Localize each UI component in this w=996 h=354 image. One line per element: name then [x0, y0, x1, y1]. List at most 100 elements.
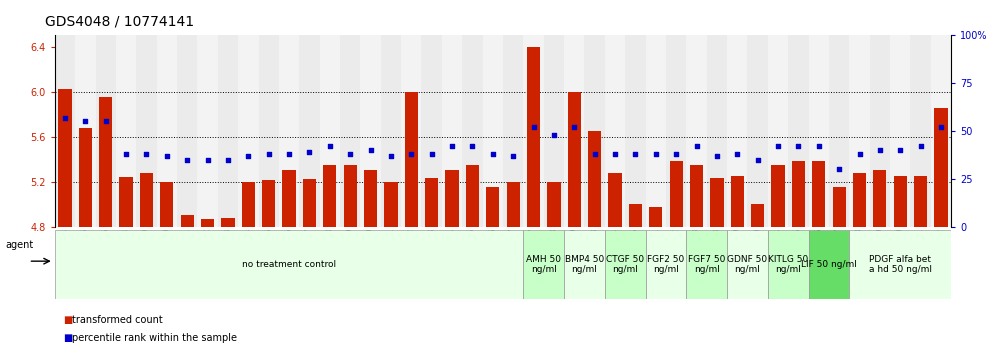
Bar [649, 207, 662, 227]
Bar [79, 127, 92, 227]
Bar [812, 161, 826, 227]
Bar [890, 35, 910, 227]
Bar [136, 35, 156, 227]
Point [444, 143, 460, 149]
Point [526, 124, 542, 130]
Bar [462, 35, 483, 227]
Bar [283, 170, 296, 227]
Bar [829, 35, 850, 227]
Bar [809, 35, 829, 227]
Bar [55, 230, 523, 299]
Bar [299, 35, 320, 227]
Bar [384, 182, 397, 227]
Bar [751, 204, 764, 227]
Bar [605, 230, 645, 299]
Point [78, 119, 94, 124]
Bar [707, 35, 727, 227]
Point [505, 153, 521, 159]
Bar [320, 35, 340, 227]
Bar [628, 204, 642, 227]
Text: CTGF 50
ng/ml: CTGF 50 ng/ml [607, 255, 644, 274]
Bar [727, 230, 768, 299]
Bar [690, 165, 703, 227]
Bar [197, 35, 218, 227]
Point [403, 151, 419, 157]
Bar [747, 35, 768, 227]
Point [729, 151, 745, 157]
Point [281, 151, 297, 157]
Text: ■: ■ [63, 315, 72, 325]
Point [627, 151, 643, 157]
Bar [425, 178, 438, 227]
Point [587, 151, 603, 157]
Bar [850, 230, 951, 299]
Bar [625, 35, 645, 227]
Point [647, 151, 663, 157]
Bar [850, 35, 870, 227]
Text: transformed count: transformed count [72, 315, 162, 325]
Bar [221, 218, 235, 227]
Bar [833, 187, 846, 227]
Bar [483, 35, 503, 227]
Point [832, 166, 848, 172]
Point [240, 153, 256, 159]
Point [98, 119, 114, 124]
Point [261, 151, 277, 157]
Point [811, 143, 827, 149]
Bar [792, 161, 805, 227]
Bar [731, 176, 744, 227]
Bar [934, 108, 947, 227]
Text: PDGF alfa bet
a hd 50 ng/ml: PDGF alfa bet a hd 50 ng/ml [869, 255, 931, 274]
Point [57, 115, 73, 120]
Bar [96, 35, 116, 227]
Bar [364, 170, 377, 227]
Bar [404, 92, 418, 227]
Bar [564, 230, 605, 299]
Bar [156, 35, 177, 227]
Bar [303, 179, 316, 227]
Text: BMP4 50
ng/ml: BMP4 50 ng/ml [565, 255, 605, 274]
Bar [75, 35, 96, 227]
Point [668, 151, 684, 157]
Bar [55, 35, 75, 227]
Bar [771, 165, 785, 227]
Text: AMH 50
ng/ml: AMH 50 ng/ml [526, 255, 561, 274]
Point [423, 151, 439, 157]
Bar [588, 131, 602, 227]
Point [199, 157, 215, 162]
Bar [116, 35, 136, 227]
Bar [445, 170, 459, 227]
Point [750, 157, 766, 162]
Bar [910, 35, 931, 227]
Bar [788, 35, 809, 227]
Text: FGF2 50
ng/ml: FGF2 50 ng/ml [647, 255, 684, 274]
Bar [768, 35, 788, 227]
Bar [666, 35, 686, 227]
Bar [344, 165, 357, 227]
Bar [686, 230, 727, 299]
Text: agent: agent [5, 240, 33, 250]
Point [383, 153, 399, 159]
Bar [544, 35, 564, 227]
Bar [809, 230, 850, 299]
Point [138, 151, 154, 157]
Point [608, 151, 623, 157]
Bar [870, 35, 890, 227]
Bar [523, 230, 564, 299]
Point [363, 147, 378, 153]
Text: percentile rank within the sample: percentile rank within the sample [72, 333, 237, 343]
Point [464, 143, 480, 149]
Bar [768, 230, 809, 299]
Point [912, 143, 928, 149]
Bar [585, 35, 605, 227]
Bar [503, 35, 523, 227]
Bar [645, 35, 666, 227]
Text: ■: ■ [63, 333, 72, 343]
Bar [242, 182, 255, 227]
Bar [421, 35, 442, 227]
Bar [727, 35, 747, 227]
Point [892, 147, 908, 153]
Bar [218, 35, 238, 227]
Point [933, 124, 949, 130]
Bar [139, 173, 153, 227]
